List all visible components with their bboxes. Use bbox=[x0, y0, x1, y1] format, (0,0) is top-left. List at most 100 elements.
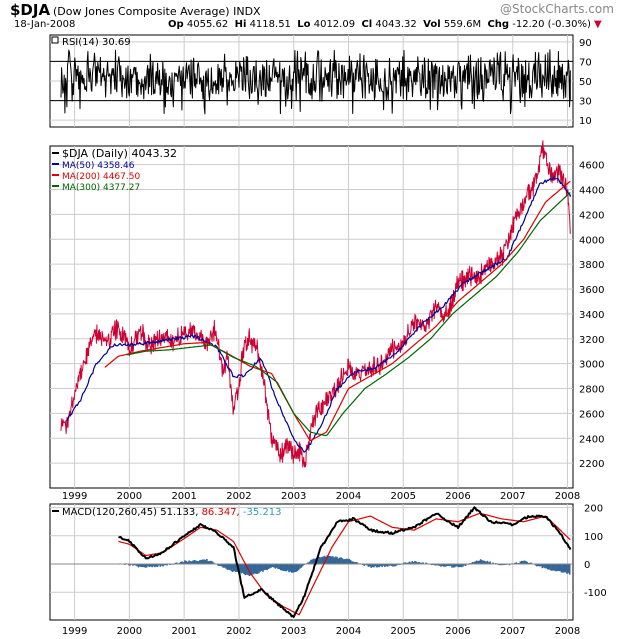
macd-histogram-bar bbox=[566, 564, 568, 574]
macd-histogram-bar bbox=[436, 564, 438, 566]
macd-histogram-bar bbox=[155, 564, 158, 567]
macd-histogram-bar bbox=[314, 558, 316, 565]
macd-histogram-bar bbox=[307, 562, 309, 565]
macd-histogram-bar bbox=[277, 564, 279, 570]
macd-histogram-bar bbox=[341, 558, 344, 565]
macd-histogram-bar bbox=[526, 561, 529, 565]
macd-histogram-bar bbox=[219, 564, 222, 566]
macd-histogram-bar bbox=[451, 564, 453, 568]
macd-histogram-bar bbox=[544, 564, 546, 569]
macd-histogram-bar bbox=[337, 558, 340, 565]
macd-histogram-bar bbox=[134, 564, 137, 566]
macd-histogram-bar bbox=[192, 560, 194, 565]
macd-histogram-bar bbox=[363, 564, 366, 566]
quote-line: Op 4055.62 Hi 4118.51 Lo 4012.09 Cl 4043… bbox=[168, 19, 602, 30]
macd-histogram-bar bbox=[392, 564, 394, 567]
macd-histogram-bar bbox=[344, 559, 346, 565]
macd-histogram-bar bbox=[260, 564, 263, 571]
macd-histogram-bar bbox=[266, 564, 268, 571]
x-tick-label-bottom: 1999 bbox=[62, 626, 87, 637]
macd-histogram-bar bbox=[185, 560, 188, 565]
price-tick-label: 2400 bbox=[579, 434, 604, 445]
macd-histogram-bar bbox=[147, 564, 149, 567]
macd-histogram-bar bbox=[208, 561, 211, 565]
macd-histogram-bar bbox=[459, 564, 461, 567]
macd-histogram-bar bbox=[223, 564, 226, 568]
price-tick-label: 2800 bbox=[579, 385, 604, 396]
macd-histogram-bar bbox=[284, 564, 286, 572]
macd-histogram-bar bbox=[438, 564, 441, 566]
rsi-legend: RSI(14) 30.69 bbox=[62, 37, 131, 48]
macd-histogram-bar bbox=[408, 561, 411, 565]
macd-histogram-bar bbox=[453, 564, 456, 568]
macd-histogram-bar bbox=[310, 559, 312, 565]
macd-histogram-bar bbox=[138, 564, 141, 567]
macd-histogram-bar bbox=[193, 560, 196, 565]
macd-histogram-bar bbox=[290, 564, 293, 573]
rsi-tick-label: 30 bbox=[579, 97, 592, 108]
macd-histogram-bar bbox=[210, 560, 212, 565]
macd-histogram-bar bbox=[367, 564, 370, 567]
macd-histogram-bar bbox=[390, 564, 393, 566]
macd-histogram-bar bbox=[525, 560, 527, 565]
macd-histogram-bar bbox=[329, 555, 331, 565]
macd-histogram-bar bbox=[318, 556, 320, 565]
macd-histogram-bar bbox=[140, 564, 142, 568]
macd-histogram-bar bbox=[508, 564, 511, 566]
macd-histogram-bar bbox=[263, 564, 266, 571]
macd-histogram-bar bbox=[560, 564, 563, 573]
macd-histogram-bar bbox=[441, 564, 444, 567]
macd-histogram-bar bbox=[342, 559, 345, 565]
x-tick-label-bottom: 2000 bbox=[117, 626, 142, 637]
macd-histogram-bar bbox=[404, 562, 407, 565]
macd-histogram-bar bbox=[270, 564, 273, 568]
macd-histogram-bar bbox=[180, 561, 182, 565]
macd-histogram-bar bbox=[523, 560, 526, 565]
macd-histogram-bar bbox=[351, 561, 353, 565]
macd-legend: MACD(120,260,45) 51.133, 86.347, -35.213 bbox=[62, 507, 282, 518]
macd-histogram-bar bbox=[245, 564, 248, 575]
macd-histogram-bar bbox=[154, 564, 156, 568]
macd-histogram-bar bbox=[338, 557, 341, 565]
macd-histogram-bar bbox=[253, 564, 256, 574]
macd-histogram-bar bbox=[326, 555, 329, 565]
macd-histogram-bar bbox=[340, 557, 342, 565]
rsi-tick-label: 90 bbox=[579, 38, 592, 49]
macd-histogram-bar bbox=[393, 564, 396, 567]
macd-histogram-bar bbox=[281, 564, 283, 571]
macd-histogram-bar bbox=[132, 564, 134, 566]
macd-legend-part: -35.213 bbox=[240, 507, 282, 518]
macd-histogram-bar bbox=[445, 564, 448, 567]
macd-histogram-bar bbox=[370, 564, 372, 568]
macd-histogram-bar bbox=[412, 562, 415, 565]
macd-histogram-bar bbox=[444, 564, 446, 567]
macd-histogram-bar bbox=[434, 564, 437, 566]
macd-histogram-bar bbox=[273, 564, 275, 568]
macd-histogram-bar bbox=[222, 564, 225, 568]
macd-histogram-bar bbox=[226, 564, 229, 570]
macd-histogram-bar bbox=[189, 561, 192, 565]
macd-histogram-bar bbox=[299, 564, 301, 569]
rsi-legend-box bbox=[51, 36, 59, 44]
macd-histogram-bar bbox=[184, 560, 186, 565]
macd-histogram-bar bbox=[362, 564, 364, 566]
macd-histogram-bar bbox=[186, 561, 189, 565]
macd-histogram-bar bbox=[286, 564, 289, 571]
macd-histogram-bar bbox=[437, 564, 440, 566]
macd-histogram-bar bbox=[333, 557, 336, 565]
macd-histogram-bar bbox=[347, 558, 349, 565]
ma300-line bbox=[126, 191, 571, 437]
macd-histogram-bar bbox=[141, 564, 144, 568]
macd-histogram-bar bbox=[377, 564, 379, 568]
macd-histogram-bar bbox=[285, 564, 288, 572]
macd-histogram-bar bbox=[396, 564, 398, 566]
macd-histogram-bar bbox=[555, 564, 557, 572]
macd-histogram-bar bbox=[471, 561, 474, 565]
price-tick-label: 2200 bbox=[579, 459, 604, 470]
price-tick-label: 3200 bbox=[579, 335, 604, 346]
macd-histogram-bar bbox=[143, 564, 145, 568]
macd-histogram-bar bbox=[336, 556, 338, 565]
macd-histogram-bar bbox=[418, 562, 420, 565]
x-tick-label: 2006 bbox=[445, 491, 470, 502]
